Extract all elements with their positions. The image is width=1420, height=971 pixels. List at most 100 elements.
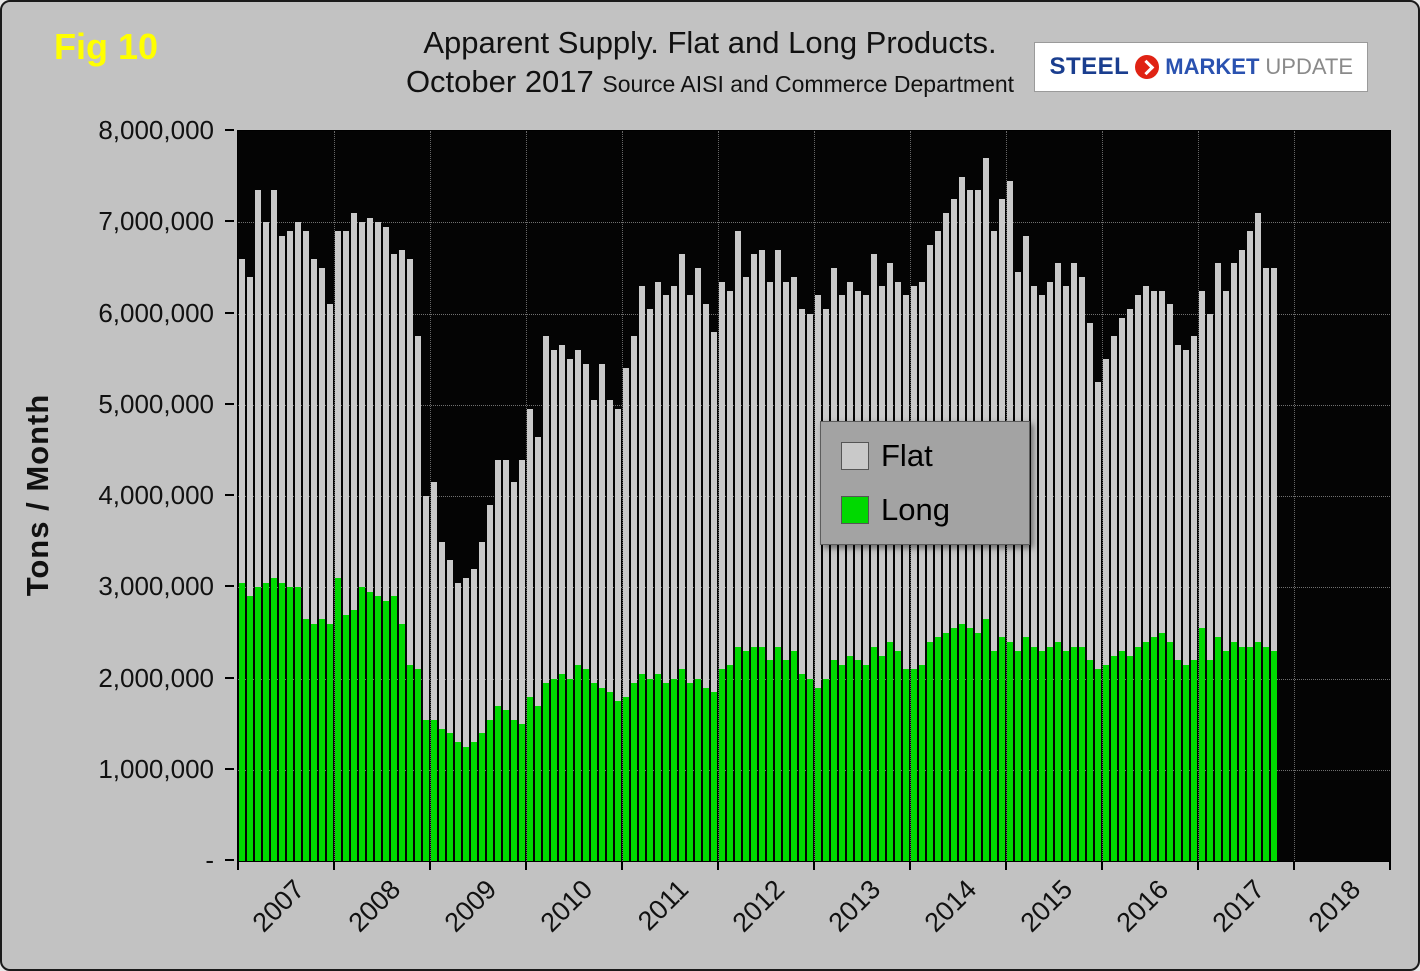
bar-long-segment: [447, 733, 453, 861]
bar-flat-segment: [263, 222, 269, 583]
bar-flat-segment: [679, 254, 685, 670]
bar-long-segment: [247, 596, 253, 861]
bar-long-segment: [583, 669, 589, 861]
y-tick-mark: [225, 311, 234, 314]
bar-long-segment: [399, 623, 405, 861]
y-tick-mark: [225, 129, 234, 131]
y-tick-label: 6,000,000: [98, 297, 214, 328]
bar-long-segment: [335, 578, 341, 861]
bar-long-segment: [1127, 655, 1133, 861]
bar-long-segment: [1103, 664, 1109, 861]
bar-flat-segment: [295, 222, 301, 588]
bar-long-segment: [487, 719, 493, 861]
bar-long-segment: [639, 673, 645, 861]
bar-flat-segment: [1111, 336, 1117, 656]
bar-flat-segment: [1055, 263, 1061, 642]
bar-flat-segment: [367, 217, 373, 592]
bar-flat-segment: [727, 290, 733, 665]
bar-flat-segment: [303, 231, 309, 620]
bar-flat-segment: [1143, 286, 1149, 642]
grid-vline: [1198, 131, 1199, 861]
bar-long-segment: [559, 673, 565, 861]
bar-long-segment: [719, 669, 725, 861]
bar-flat-segment: [791, 277, 797, 652]
bar-long-segment: [463, 746, 469, 861]
bar-long-segment: [791, 651, 797, 861]
bar-long-segment: [1023, 637, 1029, 861]
bar-flat-segment: [663, 295, 669, 684]
bar-flat-segment: [631, 336, 637, 684]
bar-long-segment: [367, 591, 373, 861]
bar-long-segment: [903, 669, 909, 861]
bar-long-segment: [655, 673, 661, 861]
bar-long-segment: [751, 646, 757, 861]
title-line2-wrap: October 2017 Source AISI and Commerce De…: [282, 63, 1138, 102]
bar-long-segment: [415, 669, 421, 861]
bar-long-segment: [679, 669, 685, 861]
bar-long-segment: [1151, 637, 1157, 861]
x-year-label: 2014: [918, 874, 983, 938]
bar-long-segment: [351, 610, 357, 861]
bar-long-segment: [431, 719, 437, 861]
smu-logo: STEEL MARKET UPDATE: [1034, 42, 1368, 92]
bar-flat-segment: [623, 368, 629, 697]
bar-flat-segment: [1239, 249, 1245, 647]
bar-flat-segment: [255, 190, 261, 588]
chart-title: Apparent Supply. Flat and Long Products.…: [282, 24, 1138, 102]
logo-update-text: UPDATE: [1265, 54, 1353, 79]
bar-long-segment: [455, 742, 461, 861]
bar-long-segment: [407, 664, 413, 861]
y-tick-label: 1,000,000: [98, 753, 214, 784]
logo-market-text: MARKET: [1165, 54, 1260, 79]
bar-long-segment: [927, 642, 933, 861]
bar-long-segment: [343, 614, 349, 861]
bar-long-segment: [591, 683, 597, 861]
x-year-label: 2015: [1014, 874, 1079, 938]
y-tick-mark: [225, 676, 234, 679]
bar-flat-segment: [751, 254, 757, 647]
bar-long-segment: [1079, 646, 1085, 861]
bar-long-segment: [1135, 646, 1141, 861]
bar-flat-segment: [319, 267, 325, 620]
bar-long-segment: [527, 696, 533, 861]
bar-flat-segment: [975, 190, 981, 633]
y-tick-mark: [225, 494, 234, 496]
grid-vline: [526, 131, 527, 861]
bar-long-segment: [1231, 642, 1237, 861]
bar-long-segment: [999, 637, 1005, 861]
bar-long-segment: [815, 687, 821, 861]
bar-flat-segment: [423, 496, 429, 720]
bar-flat-segment: [1071, 263, 1077, 647]
bar-flat-segment: [519, 459, 525, 725]
bar-long-segment: [535, 705, 541, 861]
bar-flat-segment: [695, 267, 701, 679]
x-year-label: 2017: [1206, 874, 1271, 938]
bar-long-segment: [911, 669, 917, 861]
x-tick-mark: [237, 862, 239, 870]
bar-long-segment: [543, 683, 549, 861]
bar-long-segment: [1271, 651, 1277, 861]
grid-vline: [430, 131, 431, 861]
bar-long-segment: [1199, 628, 1205, 861]
bar-long-segment: [287, 587, 293, 861]
x-tick-mark: [813, 862, 815, 870]
bar-long-segment: [1175, 660, 1181, 861]
grid-vline: [814, 131, 815, 861]
bar-flat-segment: [327, 304, 333, 624]
bar-long-segment: [831, 660, 837, 861]
bar-flat-segment: [719, 281, 725, 670]
bar-flat-segment: [407, 258, 413, 665]
bar-long-segment: [239, 582, 245, 861]
bar-flat-segment: [1167, 304, 1173, 642]
bar-long-segment: [663, 683, 669, 861]
bar-long-segment: [1223, 651, 1229, 861]
bar-flat-segment: [1199, 290, 1205, 629]
x-tick-mark: [333, 862, 335, 870]
bar-long-segment: [823, 678, 829, 861]
bar-flat-segment: [599, 363, 605, 688]
bar-flat-segment: [271, 190, 277, 579]
bar-long-segment: [935, 637, 941, 861]
bar-long-segment: [863, 664, 869, 861]
x-year-label: 2009: [438, 874, 503, 938]
bar-flat-segment: [783, 281, 789, 661]
